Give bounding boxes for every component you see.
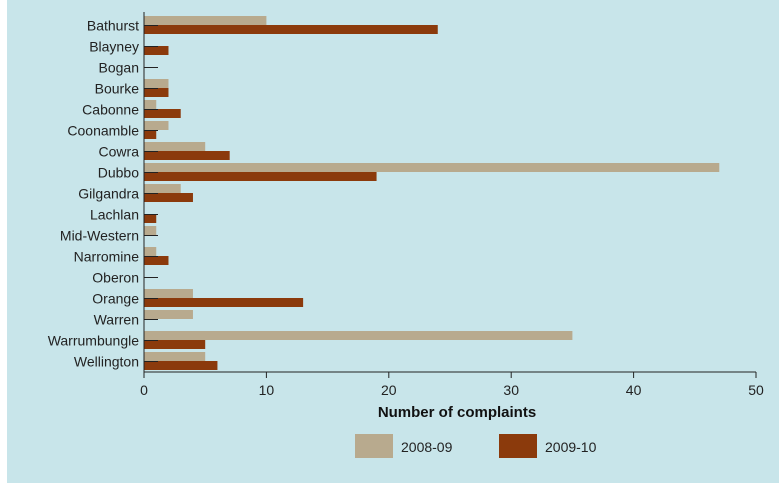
bar-2009-10 [144, 151, 230, 160]
bar-2009-10 [144, 109, 181, 118]
category-label: Oberon [92, 270, 139, 286]
bar-2008-09 [144, 79, 169, 88]
category-label: Narromine [74, 249, 140, 265]
category-label: Bathurst [87, 18, 139, 34]
bar-2009-10 [144, 298, 304, 307]
category-label: Warren [94, 312, 139, 328]
bar-2009-10 [144, 193, 193, 202]
bar-2008-09 [144, 310, 193, 319]
category-label: Bogan [99, 60, 139, 76]
bar-2009-10 [144, 25, 438, 34]
legend-swatch-2009-10 [499, 434, 537, 458]
bar-2009-10 [144, 256, 169, 265]
bar-2009-10 [144, 46, 169, 55]
category-label: Blayney [89, 39, 139, 55]
bar-2009-10 [144, 340, 206, 349]
category-label: Dubbo [98, 165, 139, 181]
category-label: Orange [92, 291, 139, 307]
category-label: Coonamble [67, 123, 139, 139]
bar-2008-09 [144, 247, 157, 256]
x-tick-label: 30 [503, 382, 519, 398]
axes: 0 10 20 30 40 50 [140, 12, 764, 398]
bars-group [144, 16, 720, 370]
category-label: Bourke [95, 81, 140, 97]
bar-2008-09 [144, 121, 169, 130]
bar-2008-09 [144, 331, 573, 340]
bar-2009-10 [144, 214, 157, 223]
bar-2008-09 [144, 142, 206, 151]
category-labels: Bathurst Blayney Bogan Bourke Cabonne Coonamb… [48, 18, 140, 370]
bar-2008-09 [144, 352, 206, 361]
category-label: Wellington [74, 354, 139, 370]
bar-2008-09 [144, 16, 267, 25]
category-label: Gilgandra [78, 186, 139, 202]
bar-2009-10 [144, 88, 169, 97]
bar-2008-09 [144, 163, 720, 172]
legend-swatch-2008-09 [355, 434, 393, 458]
category-label: Lachlan [90, 207, 139, 223]
legend-label: 2008-09 [401, 439, 453, 455]
bar-2009-10 [144, 172, 377, 181]
x-tick-label: 20 [381, 382, 397, 398]
bar-2009-10 [144, 130, 157, 139]
category-label: Cowra [99, 144, 140, 160]
category-label: Mid-Western [60, 228, 139, 244]
chart-panel: Bathurst Blayney Bogan Bourke Cabonne Coonamb… [7, 0, 779, 483]
x-tick-label: 0 [140, 382, 148, 398]
x-axis-title: Number of complaints [378, 404, 536, 421]
bar-chart: Bathurst Blayney Bogan Bourke Cabonne Coonamb… [48, 12, 764, 458]
bar-2009-10 [144, 361, 218, 370]
category-label: Cabonne [82, 102, 139, 118]
bar-2008-09 [144, 184, 181, 193]
bar-2008-09 [144, 226, 157, 235]
legend-label: 2009-10 [545, 439, 597, 455]
x-tick-label: 40 [626, 382, 642, 398]
category-label: Warrumbungle [48, 333, 140, 349]
bar-2008-09 [144, 289, 193, 298]
x-tick-label: 50 [748, 382, 764, 398]
legend: 2008-09 2009-10 [355, 434, 597, 458]
bar-2008-09 [144, 100, 157, 109]
x-tick-label: 10 [259, 382, 275, 398]
